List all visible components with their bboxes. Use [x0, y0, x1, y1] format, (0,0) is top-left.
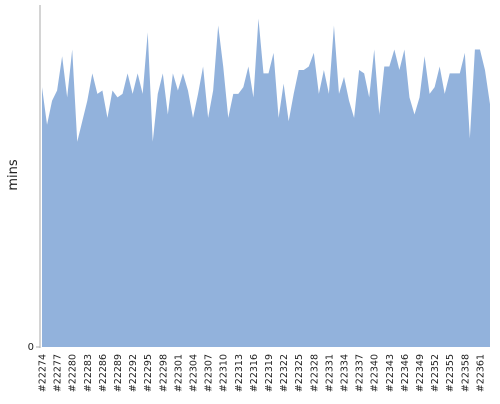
x-tick-label: #22331 [324, 354, 335, 392]
x-tick-label: #22358 [460, 354, 471, 392]
x-tick-label: #22307 [204, 354, 215, 392]
x-tick-label: #22334 [340, 354, 351, 392]
x-tick-label: #22313 [234, 354, 245, 392]
x-tick-label: #22283 [83, 354, 94, 392]
x-tick-label: #22352 [430, 354, 441, 392]
x-tick-label: #22343 [385, 354, 396, 392]
x-tick-label: #22277 [53, 354, 64, 392]
x-tick-label: #22337 [355, 354, 366, 392]
x-tick-label: #22361 [475, 354, 486, 392]
x-tick-label: #22319 [264, 354, 275, 392]
x-tick-label: #22280 [68, 354, 79, 392]
x-tick-label: #22289 [113, 354, 124, 392]
x-tick-label: #22295 [143, 354, 154, 392]
x-tick-label: #22355 [445, 354, 456, 392]
x-tick-label: #22286 [98, 354, 109, 392]
x-tick-label: #22298 [158, 354, 169, 392]
x-tick-label: #22346 [400, 354, 411, 392]
x-tick-label: #22310 [219, 354, 230, 392]
x-tick-label: #22316 [249, 354, 260, 392]
x-tick-label: #22328 [309, 354, 320, 392]
area [42, 18, 490, 348]
x-tick-label: #22274 [38, 354, 49, 392]
x-tick-label: #22325 [294, 354, 305, 392]
y-tick-label: 0 [28, 342, 34, 353]
y-axis-label: mins [6, 159, 21, 191]
x-tick-label: #22340 [370, 354, 381, 392]
x-tick-label: #22292 [128, 354, 139, 392]
x-tick-label: #22322 [279, 354, 290, 392]
x-tick-label: #22349 [415, 354, 426, 392]
x-tick-label: #22301 [173, 354, 184, 392]
x-tick-label: #22304 [189, 354, 200, 392]
